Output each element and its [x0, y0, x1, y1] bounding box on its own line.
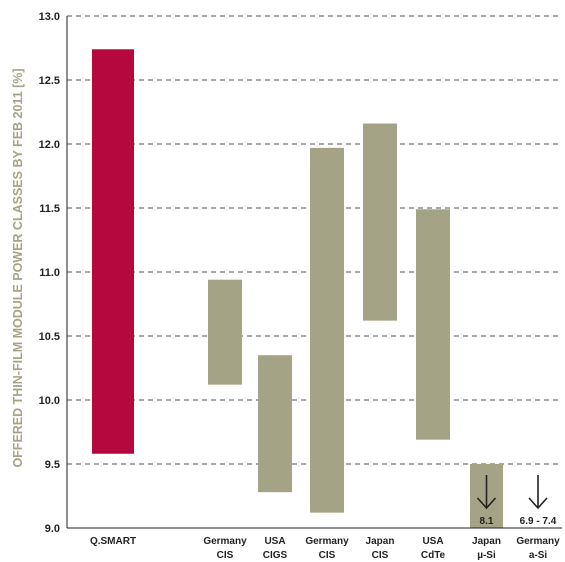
- range-bar: [416, 209, 450, 440]
- range-bar: [363, 123, 397, 321]
- category-label: CIS: [217, 550, 234, 561]
- y-tick-label: 11.0: [39, 267, 60, 279]
- range-bar: [208, 279, 242, 385]
- category-label: a-Si: [529, 550, 548, 561]
- labels: 9.0 9.5 10.0 10.5 11.0 11.5 12.0 12.5 13.0 Q.SMAR…: [39, 11, 561, 561]
- category-label: CdTe: [421, 550, 446, 561]
- axes: [66, 16, 562, 529]
- y-tick-label: 12.5: [39, 75, 60, 87]
- bars: [92, 49, 503, 528]
- y-tick-label: 10.5: [39, 331, 60, 343]
- range-bar: [258, 355, 292, 493]
- y-axis-label: OFFERED THIN-FILM MODULE POWER CLASSES B…: [11, 68, 25, 467]
- category-label: Germany: [516, 536, 560, 547]
- y-tick-label: 12.0: [39, 139, 60, 151]
- category-label: CIGS: [263, 550, 288, 561]
- value-note: 6.9 - 7.4: [520, 516, 557, 527]
- category-label: Japan: [366, 536, 395, 547]
- category-label: Q.SMART: [90, 536, 136, 547]
- category-label: µ-Si: [477, 550, 496, 561]
- category-label: CIS: [372, 550, 389, 561]
- y-tick-label: 9.5: [45, 459, 60, 471]
- category-label: Japan: [472, 536, 501, 547]
- y-tick-label: 13.0: [39, 11, 60, 23]
- y-tick-label: 11.5: [39, 203, 60, 215]
- value-note: 8.1: [480, 516, 494, 527]
- y-tick-label: 10.0: [39, 395, 60, 407]
- down-arrowhead-icon: [528, 497, 548, 510]
- category-label: USA: [264, 536, 285, 547]
- category-label: USA: [422, 536, 443, 547]
- category-label: CIS: [319, 550, 336, 561]
- category-label: Germany: [203, 536, 247, 547]
- range-bar: [310, 147, 344, 513]
- down-arrowhead-icon: [476, 497, 497, 510]
- y-tick-label: 9.0: [45, 523, 60, 535]
- category-label: Germany: [305, 536, 349, 547]
- range-bar: [92, 49, 134, 454]
